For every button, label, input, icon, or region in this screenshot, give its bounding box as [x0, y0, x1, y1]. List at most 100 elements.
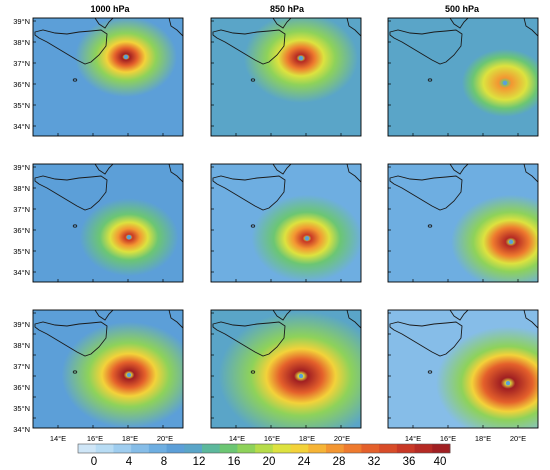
latitude-labels: 39°N 38°N 37°N 36°N 35°N 34°N 39°N 38°N …: [13, 17, 30, 434]
lon-tick: 14°E: [50, 434, 66, 443]
italy-coastline: [94, 310, 114, 321]
lon-tick: 18°E: [475, 434, 491, 443]
panel-frame: [210, 309, 362, 429]
colorbar-label: 40: [434, 456, 447, 468]
italy-coastline: [272, 164, 292, 175]
italy-coastline: [272, 310, 292, 321]
sicily-coastline: [34, 321, 108, 357]
panel-frame: [387, 309, 539, 429]
column-title-500: 500 hPa: [445, 4, 480, 14]
greece-coastline: [346, 164, 361, 183]
colorbar-segment: [290, 444, 309, 453]
colorbar-segment: [219, 444, 238, 453]
sicily-coastline: [389, 321, 463, 357]
storm-field: [388, 164, 538, 282]
lat-tick: 37°N: [13, 59, 30, 68]
greece-coastline: [346, 310, 361, 329]
malta-coastline: [72, 370, 78, 374]
longitude-labels: 14°E 16°E 18°E 20°E 14°E 16°E 18°E 20°E …: [50, 434, 526, 443]
storm-eye: [123, 54, 129, 60]
colorbar-segment: [237, 444, 256, 453]
storm-field: [388, 310, 538, 428]
colorbar: [77, 443, 451, 454]
storm-eye: [502, 80, 508, 86]
lat-tick: 38°N: [13, 341, 30, 350]
colorbar-segment: [166, 444, 185, 453]
map-panel: [211, 164, 361, 282]
lat-tick: 36°N: [13, 226, 30, 235]
lat-tick: 37°N: [13, 362, 30, 371]
greece-coastline: [523, 18, 538, 37]
map-panel: [33, 310, 183, 428]
column-title-850: 850 hPa: [270, 4, 305, 14]
lon-tick: 14°E: [405, 434, 421, 443]
lon-tick: 18°E: [299, 434, 315, 443]
storm-eye: [304, 236, 310, 241]
panel-frame: [210, 163, 362, 283]
colorbar-label: 24: [298, 456, 311, 468]
colorbar-segment: [272, 444, 291, 453]
sicily-coastline: [389, 175, 463, 211]
colorbar-segment: [131, 444, 150, 453]
greece-coastline: [168, 18, 183, 37]
storm-eye: [126, 234, 132, 240]
colorbar-segment: [308, 444, 327, 453]
colorbar-labels: 0 4 8 12 16 20 24 28 32 36 40: [91, 456, 447, 468]
italy-coastline: [449, 310, 469, 321]
storm-field: [33, 18, 183, 136]
panel-frame: [387, 163, 539, 283]
italy-coastline: [272, 18, 292, 29]
sicily-coastline: [34, 29, 108, 65]
colorbar-segment: [414, 444, 433, 453]
sicily-coastline: [212, 29, 286, 65]
greece-coastline: [346, 18, 361, 37]
colorbar-frame: [77, 443, 451, 454]
sicily-coastline: [389, 29, 463, 65]
panel-frame: [32, 163, 184, 283]
map-panel: [388, 18, 538, 136]
colorbar-label: 32: [368, 456, 381, 468]
greece-coastline: [523, 310, 538, 329]
colorbar-segment: [202, 444, 221, 453]
map-panel: [211, 18, 361, 136]
storm-field: [211, 310, 361, 428]
lat-tick: 35°N: [13, 247, 30, 256]
malta-coastline: [72, 78, 78, 82]
malta-coastline: [72, 224, 78, 228]
colorbar-segment: [343, 444, 362, 453]
lat-tick: 35°N: [13, 101, 30, 110]
colorbar-label: 12: [193, 456, 206, 468]
malta-coastline: [427, 224, 433, 228]
colorbar-segment: [326, 444, 345, 453]
malta-coastline: [250, 370, 256, 374]
sicily-coastline: [34, 175, 108, 211]
italy-coastline: [449, 164, 469, 175]
colorbar-segment: [95, 444, 114, 453]
storm-eye: [505, 380, 511, 386]
panel-frame: [32, 309, 184, 429]
map-panel: [33, 18, 183, 136]
lat-tick: 36°N: [13, 383, 30, 392]
lon-tick: 14°E: [229, 434, 245, 443]
colorbar-label: 36: [403, 456, 416, 468]
map-panel: [388, 310, 538, 428]
lat-tick: 34°N: [13, 425, 30, 434]
colorbar-label: 0: [91, 456, 97, 468]
sicily-coastline: [212, 321, 286, 357]
lat-tick: 36°N: [13, 80, 30, 89]
storm-field: [211, 164, 361, 282]
panel-frame: [32, 17, 184, 137]
column-title-1000: 1000 hPa: [90, 4, 130, 14]
italy-coastline: [94, 18, 114, 29]
colorbar-segment: [113, 444, 132, 453]
lat-tick: 39°N: [13, 17, 30, 26]
lon-tick: 16°E: [87, 434, 103, 443]
lat-tick: 38°N: [13, 184, 30, 193]
map-panel: [211, 310, 361, 428]
greece-coastline: [168, 164, 183, 183]
storm-field: [388, 18, 538, 136]
lon-tick: 20°E: [510, 434, 526, 443]
lat-tick: 39°N: [13, 163, 30, 172]
lat-tick: 39°N: [13, 320, 30, 329]
